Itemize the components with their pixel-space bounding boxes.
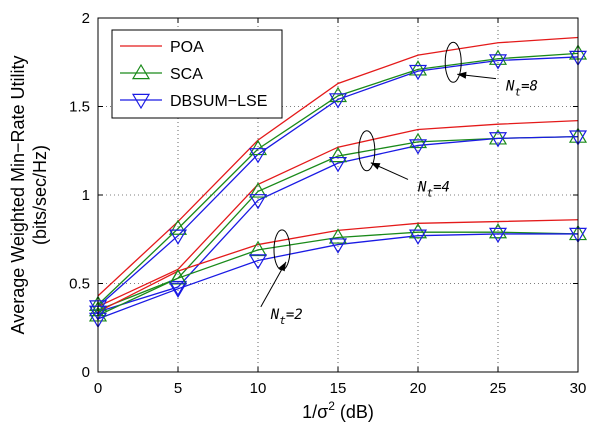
axis-ticks: 0 5 10 15 20 25 30 0 0.5 1 1.5 2 <box>69 10 586 397</box>
annotation-label-base: N <box>270 307 280 323</box>
annotation-arrowhead <box>278 261 286 272</box>
data-point <box>328 228 348 244</box>
data-point <box>168 280 188 297</box>
series-markers <box>88 44 588 329</box>
legend-label: DBSUM−LSE <box>170 93 267 110</box>
annotation-label-suffix: =8 <box>521 79 538 95</box>
annotation-arrowhead <box>370 162 381 170</box>
legend-swatch-marker <box>131 93 151 110</box>
annotation-label: Nt=2 <box>270 307 303 327</box>
y-tick-label: 0.5 <box>69 276 90 293</box>
data-point <box>408 229 428 245</box>
annotation-label: Nt=4 <box>417 179 450 199</box>
data-point <box>328 86 348 103</box>
legend-label: SCA <box>170 66 203 83</box>
data-point <box>408 139 428 155</box>
data-point <box>248 254 268 270</box>
annotation-label-suffix: =4 <box>433 179 450 195</box>
series-line <box>97 135 579 313</box>
data-point <box>408 222 428 239</box>
annotations: Nt=8Nt=4Nt=2 <box>260 41 538 327</box>
data-point <box>168 229 188 245</box>
annotation-ellipse <box>444 41 462 83</box>
x-tick-label: 15 <box>330 380 347 397</box>
data-point <box>328 156 348 173</box>
data-point <box>328 146 348 163</box>
y-tick-label: 2 <box>82 10 90 27</box>
x-tick-label: 30 <box>570 380 587 397</box>
data-point <box>248 194 268 210</box>
x-axis-label-main: 1/σ <box>302 402 328 422</box>
x-axis-label-sup: 2 <box>328 399 335 413</box>
y-axis-label-line2: (bits/sec/Hz) <box>30 145 50 245</box>
data-point <box>408 64 428 81</box>
data-point <box>488 132 508 148</box>
data-point <box>328 238 348 254</box>
legend: POA SCA DBSUM−LSE <box>111 29 283 119</box>
annotation-arrowhead <box>457 71 467 79</box>
series-line <box>97 233 578 320</box>
data-point <box>408 60 428 76</box>
annotation-label-sub: t <box>426 186 433 199</box>
series-line <box>97 231 579 316</box>
annotation-label-suffix: =2 <box>286 307 303 323</box>
annotation-label-sub: t <box>279 314 286 327</box>
x-axis-label: 1/σ2 (dB) <box>302 399 374 422</box>
data-point <box>248 182 268 198</box>
data-point <box>488 129 508 145</box>
legend-label: POA <box>170 39 204 56</box>
x-tick-label: 5 <box>174 380 182 397</box>
x-tick-label: 0 <box>94 380 102 397</box>
annotation-label: Nt=8 <box>505 79 538 99</box>
data-point <box>168 282 188 298</box>
annotation-label-base: N <box>505 79 515 95</box>
data-point <box>488 222 508 239</box>
y-tick-label: 0 <box>82 364 90 381</box>
data-point <box>488 227 508 244</box>
series-line <box>97 56 579 307</box>
x-tick-label: 10 <box>250 380 267 397</box>
annotation-ellipse <box>358 130 376 172</box>
data-point <box>168 219 188 235</box>
data-point <box>248 148 268 164</box>
annotation-label-base: N <box>417 179 427 195</box>
legend-swatch-marker <box>131 63 151 80</box>
data-point <box>328 93 348 109</box>
data-point <box>408 132 428 149</box>
x-tick-label: 20 <box>410 380 427 397</box>
x-tick-label: 25 <box>490 380 507 397</box>
y-axis-label-line1: Average Weighted Min−Rate Utility <box>8 56 28 335</box>
series-line <box>97 52 579 306</box>
data-point <box>488 49 508 65</box>
y-tick-label: 1.5 <box>69 99 90 116</box>
x-axis-label-suffix: (dB) <box>335 402 374 422</box>
y-tick-label: 1 <box>82 187 90 204</box>
data-point <box>248 139 268 156</box>
annotation-label-sub: t <box>514 86 521 99</box>
legend-box <box>111 29 283 119</box>
data-point <box>488 54 508 70</box>
